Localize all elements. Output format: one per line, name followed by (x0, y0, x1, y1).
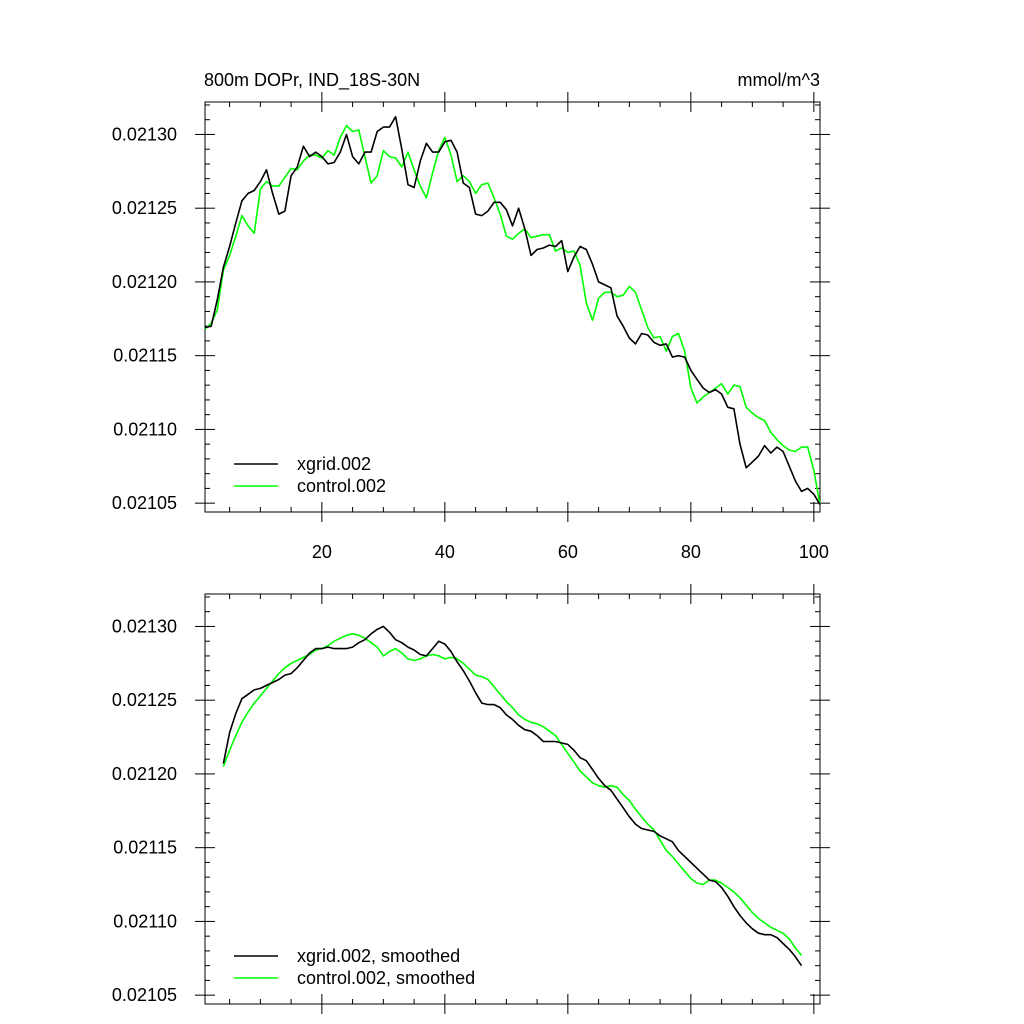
x-tick-label: 60 (558, 542, 578, 562)
legend-label: control.002, smoothed (297, 968, 475, 988)
y-tick-label: 0.02125 (112, 198, 177, 218)
chart-panel-top: 20 40 60 80 100 0.02105 0.02110 0.02115 0.02120 0… (112, 92, 830, 562)
y-tick-label: 0.02105 (112, 985, 177, 1005)
y-tick-label: 0.02130 (112, 616, 177, 636)
y-tick-label: 0.02115 (113, 838, 177, 858)
x-tick-label: 100 (799, 542, 829, 562)
legend-label: xgrid.002 (297, 454, 371, 474)
legend-label: xgrid.002, smoothed (297, 946, 460, 966)
series-line-xgrid-002-smoothed (222, 625, 803, 967)
y-tick-label: 0.02120 (112, 764, 177, 784)
y-tick-label: 0.02125 (112, 690, 177, 710)
x-tick-label: 40 (435, 542, 455, 562)
x-tick-label: 20 (312, 542, 332, 562)
plot-frame (204, 593, 821, 1005)
series-line-xgrid-002 (204, 115, 821, 506)
series-line-control-002-smoothed (222, 632, 803, 956)
y-tick-label: 0.02110 (113, 911, 177, 931)
y-tick-label: 0.02115 (113, 346, 177, 366)
series-line-control-002 (204, 124, 821, 505)
plot-frame (204, 101, 821, 513)
chart-panel-bottom: 0.02105 0.02110 0.02115 0.02120 0.02125 0.021… (112, 584, 830, 1014)
y-tick-label: 0.02105 (112, 493, 177, 513)
legend-label: control.002 (297, 476, 386, 496)
chart-units: mmol/m^3 (738, 70, 820, 90)
y-tick-label: 0.02120 (112, 272, 177, 292)
chart-title: 800m DOPr, IND_18S-30N (204, 70, 420, 91)
x-tick-label: 80 (681, 542, 701, 562)
y-tick-label: 0.02110 (113, 419, 177, 439)
y-tick-label: 0.02130 (112, 124, 177, 144)
